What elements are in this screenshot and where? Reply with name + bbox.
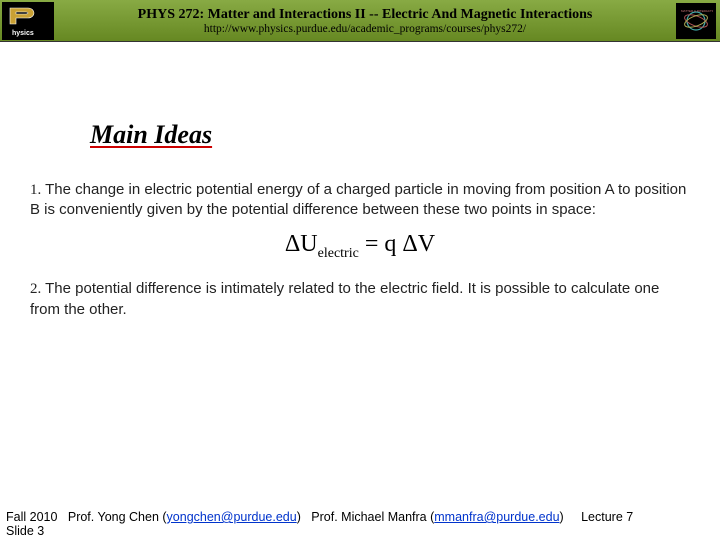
slide-number: Slide 3 bbox=[6, 524, 714, 538]
formula-rhs: = q ΔV bbox=[359, 231, 435, 257]
header-text-block: PHYS 272: Matter and Interactions II -- … bbox=[58, 7, 672, 35]
idea-1: 1. The change in electric potential ener… bbox=[30, 180, 690, 221]
prof1-email[interactable]: yongchen@purdue.edu bbox=[167, 510, 297, 524]
idea-2-text: The potential difference is intimately r… bbox=[30, 280, 659, 317]
main-ideas-heading: Main Ideas bbox=[90, 120, 690, 150]
footer-line-1: Fall 2010 Prof. Yong Chen (yongchen@purd… bbox=[6, 510, 714, 524]
slide-content: Main Ideas 1. The change in electric pot… bbox=[0, 42, 720, 320]
close-paren-2: ) bbox=[560, 510, 564, 524]
idea-1-text: The change in electric potential energy … bbox=[30, 181, 686, 218]
idea-2-number: 2. bbox=[30, 281, 41, 297]
formula: ΔUelectric = q ΔV bbox=[30, 231, 690, 262]
course-title: PHYS 272: Matter and Interactions II -- … bbox=[58, 7, 672, 23]
slide-footer: Fall 2010 Prof. Yong Chen (yongchen@purd… bbox=[0, 506, 720, 540]
close-paren-1: ) bbox=[297, 510, 301, 524]
slide-header: hysics PHYS 272: Matter and Interactions… bbox=[0, 0, 720, 42]
formula-lhs: ΔU bbox=[285, 231, 318, 257]
svg-text:hysics: hysics bbox=[12, 30, 34, 37]
idea-2: 2. The potential difference is intimatel… bbox=[30, 279, 690, 320]
prof2-label: Prof. Michael Manfra ( bbox=[311, 510, 434, 524]
idea-1-number: 1. bbox=[30, 182, 41, 198]
prof2-email[interactable]: mmanfra@purdue.edu bbox=[434, 510, 559, 524]
textbook-logo: MATTER & INTERACTIONS bbox=[676, 3, 716, 39]
semester: Fall 2010 bbox=[6, 510, 57, 524]
course-url: http://www.physics.purdue.edu/academic_p… bbox=[58, 23, 672, 35]
formula-subscript: electric bbox=[318, 245, 359, 260]
svg-text:MATTER & INTERACTIONS: MATTER & INTERACTIONS bbox=[681, 9, 713, 13]
lecture-number: Lecture 7 bbox=[581, 510, 633, 524]
purdue-logo: hysics bbox=[2, 2, 54, 40]
prof1-label: Prof. Yong Chen ( bbox=[68, 510, 167, 524]
